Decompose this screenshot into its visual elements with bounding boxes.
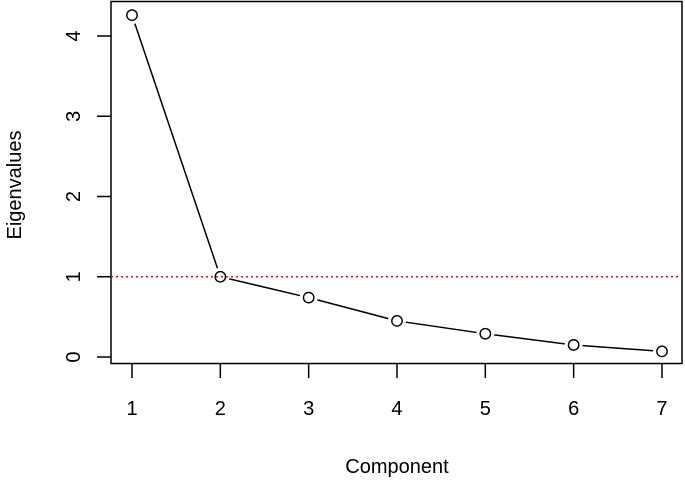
- x-tick-label: 1: [126, 398, 137, 420]
- data-point: [214, 270, 227, 283]
- data-point: [479, 327, 492, 340]
- y-axis: 0 1 2 3 4: [63, 30, 111, 363]
- x-tick-label: 5: [480, 398, 491, 420]
- series-segment: [582, 344, 654, 352]
- data-point: [391, 314, 403, 327]
- x-tick-label: 4: [391, 398, 402, 420]
- x-tick-label: 6: [568, 398, 579, 420]
- y-tick-label: 3: [63, 111, 85, 122]
- y-tick-label: 4: [63, 30, 85, 41]
- x-tick-label: 7: [656, 398, 667, 420]
- data-point: [656, 345, 668, 358]
- x-axis: 1 2 3 4 5 6 7: [126, 363, 668, 420]
- y-tick-label: 2: [63, 191, 85, 202]
- series-segment: [405, 321, 477, 334]
- series-segment: [134, 23, 219, 269]
- eigenvalue-series: [126, 9, 668, 358]
- y-axis-title: Eigenvalues: [4, 131, 26, 240]
- series-segment: [494, 334, 565, 345]
- data-point: [567, 339, 580, 351]
- data-point: [302, 291, 315, 304]
- y-tick-label: 1: [63, 271, 85, 282]
- y-tick-label: 0: [63, 351, 85, 362]
- series-segment: [317, 299, 389, 320]
- series-segment: [228, 278, 301, 297]
- x-tick-label: 3: [303, 398, 314, 420]
- x-tick-label: 2: [215, 398, 226, 420]
- data-point: [126, 9, 138, 22]
- x-axis-title: Component: [345, 456, 449, 478]
- plot-box: [110, 0, 683, 365]
